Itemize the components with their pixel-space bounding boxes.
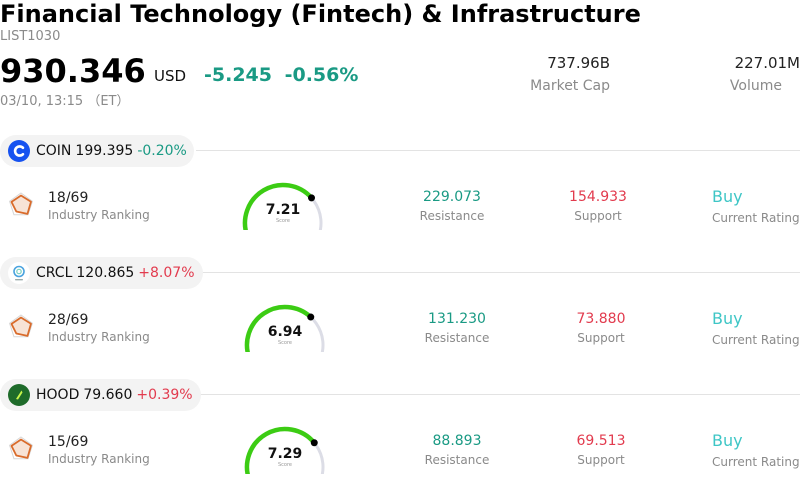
industry-rank-label: Industry Ranking bbox=[48, 452, 150, 466]
stock-price: 199.395 bbox=[75, 143, 134, 159]
industry-rank-value: 28/69 bbox=[48, 312, 89, 328]
volume-value: 227.01M bbox=[734, 54, 800, 72]
currency-label: USD bbox=[154, 67, 187, 85]
stock-change: +8.07% bbox=[138, 265, 195, 281]
industry-rank-value: 15/69 bbox=[48, 434, 89, 450]
current-rating-label: Current Rating bbox=[712, 455, 800, 469]
support-value: 73.880 bbox=[576, 311, 626, 327]
row-divider bbox=[196, 272, 800, 273]
timestamp: 03/10, 13:15 （ET） bbox=[0, 94, 130, 109]
circle-logo-icon bbox=[8, 262, 30, 284]
resistance-value: 131.230 bbox=[428, 311, 486, 327]
score-value: 7.29 bbox=[268, 446, 303, 462]
resistance-label: Resistance bbox=[424, 331, 490, 345]
industry-rank-value: 18/69 bbox=[48, 190, 89, 206]
stock-change: +0.39% bbox=[136, 387, 193, 403]
row-divider bbox=[196, 150, 800, 151]
current-rating-value[interactable]: Buy bbox=[712, 431, 743, 450]
support-label: Support bbox=[574, 209, 622, 223]
resistance-label: Resistance bbox=[424, 453, 490, 467]
row-divider bbox=[196, 394, 800, 395]
support-value: 154.933 bbox=[569, 189, 627, 205]
ranking-pentagon-icon bbox=[8, 314, 34, 344]
stock-pill[interactable]: CRCL 120.865 +8.07% bbox=[0, 257, 203, 289]
score-value: 6.94 bbox=[268, 324, 303, 340]
industry-rank-label: Industry Ranking bbox=[48, 330, 150, 344]
stock-symbol: HOOD bbox=[36, 387, 80, 403]
gauge-indicator-dot bbox=[310, 439, 318, 447]
ranking-pentagon-icon bbox=[8, 192, 34, 222]
index-price: 930.346 bbox=[0, 52, 146, 90]
score-gauge: 7.21 Score bbox=[242, 182, 328, 239]
volume-label: Volume bbox=[729, 78, 782, 94]
resistance-label: Resistance bbox=[419, 209, 485, 223]
resistance-value: 88.893 bbox=[432, 433, 482, 449]
stock-price: 79.660 bbox=[83, 387, 133, 403]
gauge-fill bbox=[244, 304, 314, 361]
stock-symbol: CRCL bbox=[36, 265, 73, 281]
score-value: 7.21 bbox=[266, 202, 301, 218]
current-rating-value[interactable]: Buy bbox=[712, 309, 743, 328]
current-rating-value[interactable]: Buy bbox=[712, 187, 743, 206]
resistance-value: 229.073 bbox=[423, 189, 481, 205]
support-value: 69.513 bbox=[576, 433, 626, 449]
score-gauge: 7.29 Score bbox=[244, 426, 330, 483]
gauge-indicator-dot bbox=[307, 313, 315, 321]
stock-change: -0.20% bbox=[137, 143, 187, 159]
change-value: -5.245 bbox=[204, 64, 272, 86]
robinhood-logo-icon bbox=[8, 384, 30, 406]
stock-price: 120.865 bbox=[76, 265, 135, 281]
market-cap-label: Market Cap bbox=[530, 78, 610, 94]
gauge-fill bbox=[242, 182, 314, 239]
support-label: Support bbox=[577, 453, 625, 467]
support-label: Support bbox=[577, 331, 625, 345]
change-percent: -0.56% bbox=[284, 64, 359, 86]
stock-symbol: COIN bbox=[36, 143, 72, 159]
market-cap-value: 737.96B bbox=[547, 54, 610, 72]
score-label: Score bbox=[276, 218, 290, 224]
list-code: LIST1030 bbox=[0, 29, 61, 44]
stock-pill[interactable]: HOOD 79.660 +0.39% bbox=[0, 379, 201, 411]
current-rating-label: Current Rating bbox=[712, 333, 800, 347]
score-label: Score bbox=[278, 462, 292, 468]
page-title: Financial Technology (Fintech) & Infrast… bbox=[0, 0, 641, 28]
score-gauge: 6.94 Score bbox=[244, 304, 330, 361]
coinbase-logo-icon bbox=[8, 140, 30, 162]
price-change: -5.245 -0.56% bbox=[204, 64, 358, 86]
industry-rank-label: Industry Ranking bbox=[48, 208, 150, 222]
score-label: Score bbox=[278, 340, 292, 346]
current-rating-label: Current Rating bbox=[712, 211, 800, 225]
gauge-indicator-dot bbox=[308, 194, 316, 202]
gauge-fill bbox=[244, 426, 317, 483]
stock-pill[interactable]: COIN 199.395 -0.20% bbox=[0, 135, 194, 167]
ranking-pentagon-icon bbox=[8, 436, 34, 466]
